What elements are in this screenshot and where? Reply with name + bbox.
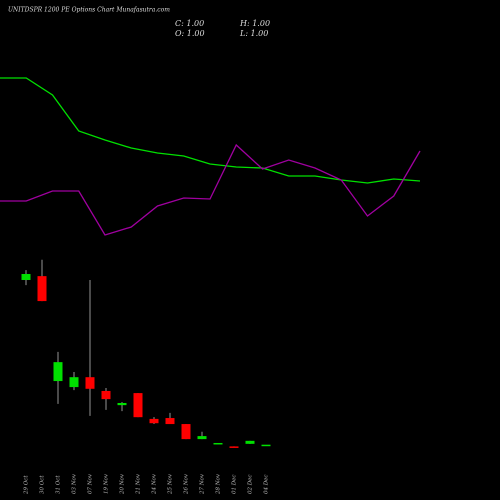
- candle-body: [117, 402, 127, 406]
- candle-body: [37, 276, 47, 302]
- x-tick-label: 02 Dec: [248, 475, 254, 495]
- x-tick-label: 20 Nov: [120, 473, 126, 495]
- x-tick-label: 27 Nov: [200, 473, 206, 495]
- candle-body: [101, 390, 111, 400]
- ohlc-label: L: 1.00: [239, 29, 268, 38]
- x-tick-label: 28 Nov: [216, 473, 222, 495]
- x-tick-label: 24 Nov: [152, 473, 158, 495]
- candle-body: [69, 377, 79, 388]
- x-tick-label: 25 Nov: [168, 473, 174, 495]
- x-tick-label: 30 Oct: [40, 475, 46, 494]
- x-tick-label: 21 Nov: [136, 473, 142, 495]
- candle-body: [229, 446, 239, 448]
- ohlc-label: O: 1.00: [175, 29, 205, 38]
- x-tick-label: 03 Nov: [72, 473, 78, 494]
- ohlc-label: H: 1.00: [239, 19, 270, 28]
- x-tick-label: 26 Nov: [184, 473, 190, 495]
- ohlc-label: C: 1.00: [175, 19, 204, 28]
- candle-body: [181, 424, 191, 440]
- indicator-line: [0, 77, 421, 184]
- candle-body: [245, 440, 255, 444]
- candle-body: [213, 442, 223, 445]
- x-tick-label: 29 Oct: [24, 475, 30, 495]
- candle-body: [197, 436, 207, 440]
- x-tick-label: 19 Nov: [104, 473, 110, 494]
- candle-body: [165, 418, 175, 425]
- x-tick-label: 07 Nov: [88, 473, 94, 494]
- candle-body: [53, 362, 63, 382]
- x-tick-label: 01 Dec: [232, 475, 238, 495]
- candle-body: [261, 444, 271, 447]
- candle-body: [149, 418, 159, 424]
- x-tick-label: 04 Dec: [264, 475, 270, 495]
- candle-body: [133, 393, 143, 418]
- indicator-line: [0, 143, 421, 236]
- chart-title: UNITDSPR 1200 PE Options Chart Munafasut…: [8, 7, 170, 14]
- candle-body: [21, 273, 31, 281]
- candle-body: [85, 377, 95, 389]
- x-tick-label: 31 Oct: [56, 475, 62, 494]
